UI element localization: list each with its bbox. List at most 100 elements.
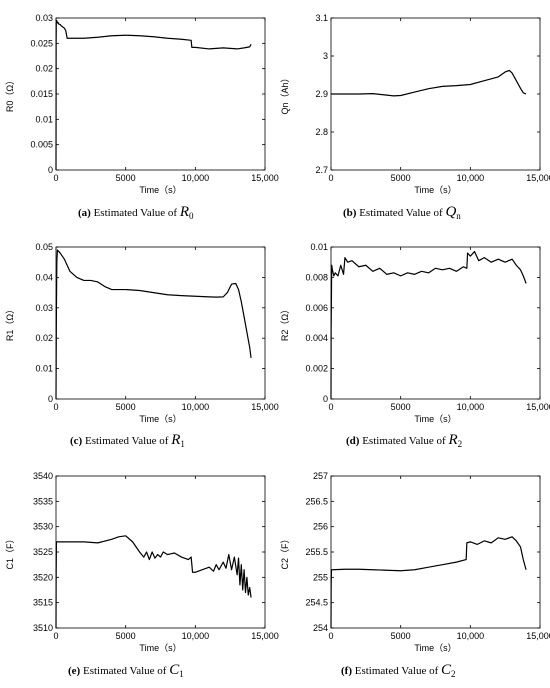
panel-d-caption: (d) Estimated Value of R2 [346,432,462,449]
panel-d-xtick-label: 10,000 [457,402,485,412]
panel-c-chart: 0 5000 10,000 15,000 0 0.01 0.02 0.03 0.04 0.05 Ti… [5,242,279,424]
panel-c-ytick-label: 0.01 [35,364,53,374]
panel-a-caption-text: Estimated Value of [93,207,178,219]
panel-e-ytick-label: 3510 [33,623,53,633]
panel-f-ylabel: C2（F） [280,534,290,569]
panel-b-xtick-label: 0 [328,173,333,183]
panel-f-series-line [330,536,527,629]
panel-a-series-line [55,19,252,171]
panel-e-xtick-label: 5000 [116,631,136,641]
panel-e-label: (e) [68,665,81,677]
panel-f-xtick-label: 15,000 [526,631,550,641]
panel-d-ylabel: R2（Ω） [280,305,290,341]
panel-e-ylabel: C1（F） [5,534,15,569]
panel-b-symbol-sub: n [456,211,461,222]
panel-a-caption: (a) Estimated Value of R0 [78,204,194,221]
panel-d-symbol: R [448,432,458,448]
panel-c-xtick-label: 0 [53,402,58,412]
panel-e-xtick-label: 15,000 [251,631,279,641]
panel-c-xtick-label: 10,000 [182,402,210,412]
panel-f-symbol: C [441,662,452,678]
panel-c-ytick-label: 0.04 [35,272,53,282]
panel-c-ytick-label: 0.02 [35,333,53,343]
panel-d-xlabel: Time（s） [414,414,456,424]
panel-a-xtick-label: 0 [53,173,58,183]
panel-e-xtick-label: 10,000 [182,631,210,641]
panel-a-symbol-sub: 0 [189,211,194,222]
panel-f-caption: (f) Estimated Value of C2 [341,662,456,679]
panel-f-xlabel: Time（s） [414,643,456,653]
panel-b-ytick-label: 3 [323,51,328,61]
panel-a-xlabel: Time（s） [139,185,181,195]
panel-f-ytick-label: 255 [313,572,328,582]
panel-f-xtick-label: 5000 [391,631,411,641]
panel-b-xlabel: Time（s） [414,185,456,195]
panel-b-ylabel: Qn（Ah） [280,73,290,114]
panel-a-ytick-label: 0.02 [35,64,53,74]
panel-e-ytick-label: 3515 [33,598,53,608]
panel-f-ytick-label: 254 [313,623,328,633]
panel-e-axes-box [55,475,266,629]
panel-e-symbol-sub: 1 [179,669,184,680]
panel-d-label: (d) [346,435,360,447]
panel-d-xtick-label: 15,000 [526,402,550,412]
panel-b-xtick-label: 5000 [391,173,411,183]
panel-a-ytick-label: 0.03 [35,13,53,23]
panel-c-symbol: R [171,432,181,448]
panel-d-chart: 0 5000 10,000 15,000 0 0.002 0.004 0.006 0.008 0.… [280,242,550,424]
panel-e-symbol: C [169,662,180,678]
panel-c-caption-text: Estimated Value of [84,435,169,447]
panel-c-ytick-label: 0.05 [35,242,53,252]
panel-b-series-line [331,69,527,97]
panel-d-xtick-label: 0 [328,402,333,412]
panel-f-ytick-label: 255.5 [305,547,328,557]
panel-a-symbol: R [179,204,189,220]
panel-f-symbol-sub: 2 [451,669,456,680]
panel-c-xtick-label: 5000 [116,402,136,412]
panel-a-ytick-label: 0.01 [35,114,53,124]
panel-e-caption-text: Estimated Value of [82,665,167,677]
panel-a-ytick-label: 0.015 [30,89,53,99]
panel-e-xlabel: Time（s） [139,643,181,653]
panel-f-ytick-label: 256.5 [305,496,328,506]
panel-e-xtick-label: 0 [53,631,58,641]
panel-d-series-line [330,250,527,400]
panel-d-ytick-label: 0.002 [305,364,328,374]
panel-e-ytick-label: 3525 [33,547,53,557]
panel-c-ylabel: R1（Ω） [5,305,15,341]
panel-b-ytick-label: 3.1 [315,13,328,23]
panel-e-ytick-label: 3535 [33,496,53,506]
panel-d-xtick-label: 5000 [391,402,411,412]
panel-c-axes-box [55,246,266,400]
panel-e-ytick-label: 3520 [33,572,53,582]
panel-e-caption: (e) Estimated Value of C1 [68,662,184,679]
panel-b-ytick-label: 2.8 [315,127,328,137]
panel-a-ytick-label: 0.025 [30,38,53,48]
panel-c-label: (c) [70,435,83,447]
panel-a-xtick-label: 5000 [116,173,136,183]
panel-c-caption: (c) Estimated Value of R1 [70,432,185,449]
panel-d-ytick-label: 0 [323,394,328,404]
panel-b-ytick-label: 2.7 [315,165,328,175]
panel-b-caption-text: Estimated Value of [359,207,443,219]
panel-c-ytick-label: 0 [48,394,53,404]
panel-b-symbol: Q [445,204,457,220]
panel-d-axes-box [330,246,541,400]
panel-f-chart: 0 5000 10,000 15,000 254 254.5 255 255.5 256 256.… [280,471,550,653]
panel-e-ytick-label: 3530 [33,522,53,532]
panel-e-chart: 0 5000 10,000 15,000 3510 3515 3520 3525 3530 353… [5,471,279,653]
panel-b-xtick-label: 15,000 [526,173,550,183]
panel-b-xtick-label: 10,000 [457,173,485,183]
panel-f-xtick-label: 0 [328,631,333,641]
panel-f-ytick-label: 254.5 [305,598,328,608]
panel-f-ytick-label: 256 [313,522,328,532]
panel-b-label: (b) [343,207,357,219]
panel-c-xlabel: Time（s） [139,414,181,424]
panel-a-axes-box [55,17,266,171]
panel-a-label: (a) [78,207,91,219]
panel-e-ytick-label: 3540 [33,471,53,481]
panel-f-axes-box [330,475,541,629]
panel-d-ytick-label: 0.008 [305,272,328,282]
panel-c-ytick-label: 0.03 [35,303,53,313]
